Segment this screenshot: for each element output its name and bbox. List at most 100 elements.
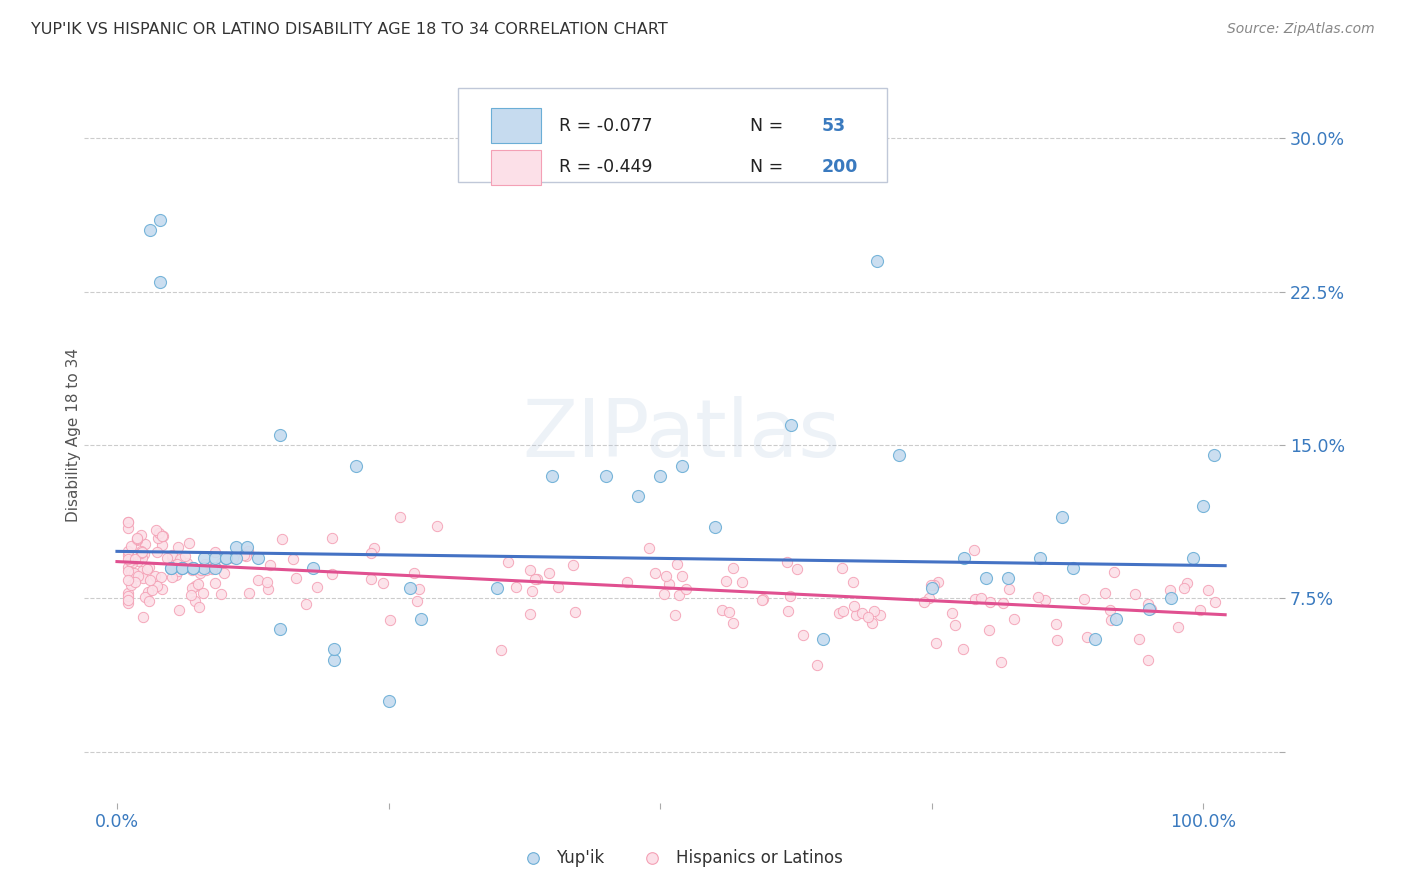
Point	[666, 557, 689, 571]
Point	[256, 575, 278, 590]
Point	[540, 468, 562, 483]
Point	[167, 564, 190, 578]
Point	[172, 560, 194, 574]
Point	[146, 579, 169, 593]
Point	[941, 606, 963, 620]
Point	[214, 550, 236, 565]
Point	[138, 594, 160, 608]
Point	[160, 560, 183, 574]
Point	[117, 574, 139, 588]
Point	[752, 592, 775, 607]
Y-axis label: Disability Age 18 to 34: Disability Age 18 to 34	[66, 348, 80, 522]
Point	[523, 572, 546, 586]
Point	[1105, 612, 1128, 626]
Point	[723, 616, 745, 631]
Point	[191, 586, 214, 600]
Point	[132, 571, 155, 585]
Point	[831, 604, 853, 618]
Point	[222, 551, 245, 566]
Point	[918, 591, 941, 605]
Point	[1104, 565, 1126, 579]
Point	[538, 566, 561, 581]
Point	[181, 563, 204, 577]
Point	[149, 213, 172, 227]
Point	[869, 607, 891, 622]
Point	[131, 564, 153, 578]
Point	[132, 547, 155, 561]
Point	[654, 569, 676, 583]
Point	[717, 605, 740, 619]
Point	[160, 549, 183, 564]
Point	[716, 574, 738, 588]
Point	[998, 582, 1021, 596]
Point	[519, 607, 541, 621]
Point	[974, 571, 997, 585]
Point	[889, 448, 911, 462]
Point	[924, 577, 946, 591]
Point	[305, 580, 328, 594]
Point	[180, 589, 202, 603]
Point	[406, 594, 429, 608]
Point	[160, 570, 183, 584]
Point	[257, 582, 280, 596]
Point	[842, 574, 865, 589]
Point	[117, 590, 139, 604]
Point	[1045, 617, 1067, 632]
Point	[259, 558, 281, 573]
Point	[204, 560, 226, 574]
Point	[1137, 653, 1160, 667]
Point	[654, 587, 676, 601]
Point	[131, 545, 153, 559]
Point	[281, 551, 304, 566]
Point	[181, 560, 204, 574]
Point	[212, 566, 235, 580]
Point	[498, 555, 520, 569]
Point	[779, 590, 801, 604]
Point	[129, 544, 152, 558]
Point	[1167, 620, 1189, 634]
Point	[193, 550, 215, 565]
Point	[1136, 597, 1159, 611]
Point	[1204, 595, 1226, 609]
Text: N =: N =	[749, 158, 783, 176]
Point	[912, 595, 935, 609]
Point	[138, 223, 160, 237]
Point	[167, 603, 190, 617]
Point	[214, 550, 236, 565]
Point	[360, 546, 382, 560]
Text: ZIPatlas: ZIPatlas	[523, 396, 841, 474]
Point	[190, 563, 212, 577]
Point	[184, 594, 207, 608]
Bar	[491, 150, 541, 185]
Point	[148, 526, 170, 541]
Point	[141, 582, 163, 597]
Point	[136, 584, 159, 599]
Point	[1123, 587, 1146, 601]
Point	[188, 566, 211, 581]
Point	[1177, 575, 1199, 590]
Point	[166, 557, 188, 571]
Point	[204, 550, 226, 565]
Point	[271, 533, 294, 547]
Point	[323, 653, 346, 667]
Text: Hispanics or Latinos: Hispanics or Latinos	[676, 849, 842, 867]
Point	[125, 531, 148, 545]
Point	[637, 541, 659, 555]
Point	[156, 551, 179, 566]
Point	[321, 567, 343, 582]
Point	[921, 581, 943, 595]
Point	[1073, 591, 1095, 606]
Text: 200: 200	[821, 158, 858, 176]
Point	[997, 571, 1019, 585]
Point	[235, 549, 257, 563]
Point	[547, 581, 569, 595]
Point	[117, 515, 139, 529]
Point	[703, 520, 725, 534]
Point	[117, 586, 139, 600]
Point	[1192, 500, 1215, 514]
Point	[671, 569, 693, 583]
Point	[1002, 612, 1025, 626]
Point	[564, 605, 586, 619]
Point	[284, 571, 307, 585]
Point	[301, 560, 323, 574]
